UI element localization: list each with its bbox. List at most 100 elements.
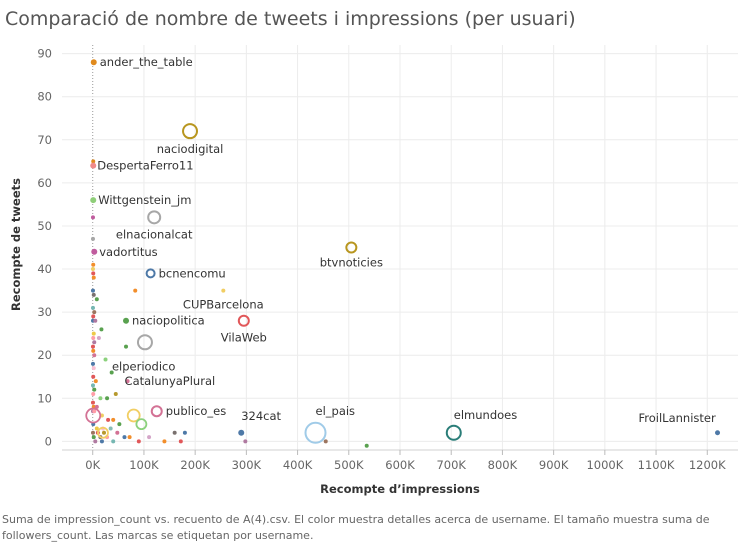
data-point-despertaferro11 xyxy=(90,162,97,169)
data-point xyxy=(135,418,148,431)
data-point xyxy=(127,435,132,440)
point-label-vadortitus: vadortitus xyxy=(99,245,157,259)
data-point-elperiodico xyxy=(136,334,153,351)
grid-lines xyxy=(62,45,738,451)
data-point xyxy=(94,297,99,302)
y-tick-label: 30 xyxy=(37,305,52,319)
data-point xyxy=(90,305,95,310)
data-point-elmundoes xyxy=(445,424,462,441)
data-point xyxy=(93,379,98,384)
y-axis-label: Recompte de tweets xyxy=(9,178,23,311)
point-label-naciodigital: naciodigital xyxy=(157,142,224,156)
data-point xyxy=(122,435,127,440)
data-point xyxy=(172,430,177,435)
point-label-btvnoticies: btvnoticies xyxy=(320,256,383,270)
data-point xyxy=(133,288,138,293)
point-labels: ander_the_table naciodigital DespertaFerro… xyxy=(97,55,716,425)
data-point xyxy=(113,391,118,396)
data-point xyxy=(117,422,122,427)
data-point xyxy=(101,430,106,435)
data-point-catalunyaplural xyxy=(125,379,130,384)
data-point xyxy=(91,159,96,164)
data-point xyxy=(90,361,95,366)
point-label-elmundoes: elmundoes xyxy=(454,408,517,422)
point-label-ander-the-table: ander_the_table xyxy=(100,55,193,69)
data-point xyxy=(85,407,102,424)
point-label-324cat: 324cat xyxy=(241,409,281,423)
y-tick-label: 90 xyxy=(37,47,52,61)
data-point xyxy=(103,357,108,362)
data-point-vilaweb xyxy=(237,314,250,327)
point-label-vilaweb: VilaWeb xyxy=(221,331,267,345)
point-label-froillannister: FroilLannister xyxy=(639,411,716,425)
scatter-chart: 0K 100K 200K 300K 400K 500K 600K 700K 800K 900K 10… xyxy=(9,45,738,496)
data-point xyxy=(91,435,96,440)
data-point xyxy=(91,292,96,297)
data-point xyxy=(91,335,96,340)
data-point xyxy=(90,400,95,405)
data-point xyxy=(111,439,116,444)
data-point xyxy=(96,335,101,340)
point-label-publico-es: publico_es xyxy=(166,404,226,418)
data-point xyxy=(323,439,328,444)
data-point-cupbarcelona xyxy=(221,288,226,293)
point-label-wittgenstein-jm: Wittgenstein_jm xyxy=(98,193,191,207)
x-axis-label: Recompte d’impressions xyxy=(320,482,480,496)
data-point xyxy=(94,426,99,431)
data-point-el-pais xyxy=(304,421,327,444)
data-point xyxy=(91,374,96,379)
y-tick-label: 40 xyxy=(37,262,52,276)
data-point xyxy=(364,443,369,448)
x-tick-label: 0K xyxy=(85,458,100,472)
x-tick-label: 500K xyxy=(334,458,364,472)
data-point xyxy=(92,353,97,358)
data-points xyxy=(85,59,721,448)
chart-title: Comparació de nombre de tweets i impress… xyxy=(5,8,576,30)
data-point xyxy=(90,344,95,349)
data-point xyxy=(108,426,113,431)
point-label-el-pais: el_pais xyxy=(316,404,356,418)
data-point-naciopolitica xyxy=(123,317,130,324)
point-label-elnacionalcat: elnacionalcat xyxy=(116,227,193,241)
point-label-cupbarcelona: CUPBarcelona xyxy=(183,298,264,312)
point-label-catalunyaplural: CatalunyaPlural xyxy=(125,374,216,388)
data-point xyxy=(99,327,104,332)
y-tick-label: 70 xyxy=(37,133,52,147)
data-point xyxy=(99,439,104,444)
x-axis-ticks: 0K 100K 200K 300K 400K 500K 600K 700K 800K 900K 10… xyxy=(85,450,726,472)
y-tick-label: 80 xyxy=(37,90,52,104)
data-point xyxy=(136,439,141,444)
data-point xyxy=(178,439,183,444)
x-tick-label: 700K xyxy=(436,458,466,472)
x-tick-label: 800K xyxy=(488,458,518,472)
data-point xyxy=(91,348,96,353)
data-point xyxy=(115,430,120,435)
data-point xyxy=(147,435,152,440)
data-point xyxy=(126,408,141,423)
data-point xyxy=(90,430,95,435)
data-point-324cat xyxy=(238,429,245,436)
y-tick-label: 60 xyxy=(37,176,52,190)
data-point xyxy=(90,215,95,220)
x-tick-label: 300K xyxy=(232,458,262,472)
y-tick-label: 0 xyxy=(45,434,52,448)
y-axis-ticks: 0 10 20 30 40 50 60 70 80 90 xyxy=(37,47,52,449)
data-point xyxy=(243,439,248,444)
data-point xyxy=(90,267,95,272)
data-point-froillannister xyxy=(715,430,721,436)
x-tick-label: 100K xyxy=(129,458,159,472)
data-point xyxy=(105,396,110,401)
data-point xyxy=(91,331,96,336)
data-point-ander-the-table xyxy=(90,59,97,66)
data-point-wittgenstein-jm xyxy=(90,197,97,204)
data-point xyxy=(94,404,99,409)
data-point xyxy=(93,318,98,323)
point-label-despertaferro11: DespertaFerro11 xyxy=(97,159,193,173)
data-point xyxy=(109,370,114,375)
x-tick-label: 1200K xyxy=(689,458,726,472)
data-point-elnacionalcat xyxy=(147,210,162,225)
point-label-naciopolitica: naciopolitica xyxy=(132,314,205,328)
x-tick-label: 400K xyxy=(283,458,313,472)
data-point xyxy=(92,387,97,392)
data-point-btvnoticies xyxy=(345,241,358,254)
